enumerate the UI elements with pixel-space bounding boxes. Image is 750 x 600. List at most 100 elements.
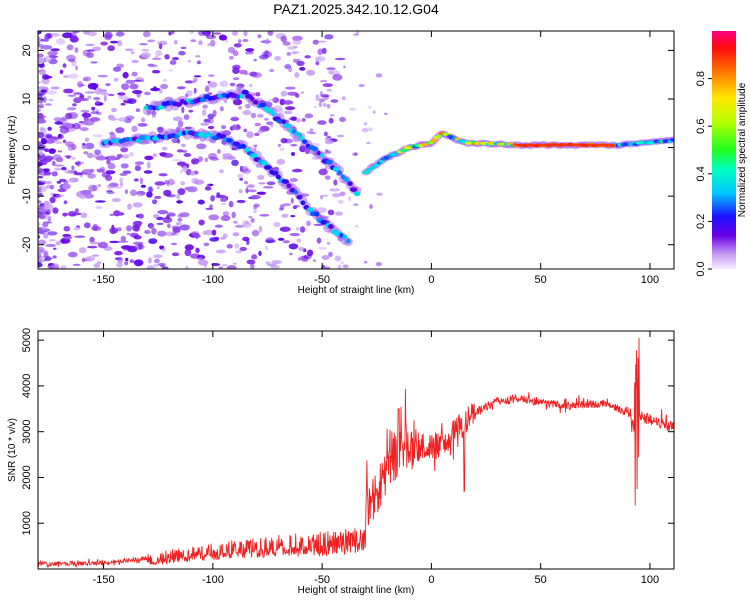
ridge-core: [286, 183, 292, 189]
noise-blob: [212, 109, 217, 117]
noise-blob: [74, 235, 86, 238]
noise-blob: [171, 232, 178, 236]
noise-blob: [184, 249, 192, 257]
noise-blob: [48, 148, 56, 154]
ridge-core: [250, 96, 255, 102]
noise-blob: [144, 91, 151, 96]
noise-blob: [75, 65, 79, 71]
noise-blob: [164, 96, 173, 101]
noise-blob: [337, 264, 342, 269]
noise-blob: [47, 51, 58, 56]
noise-blob: [50, 33, 60, 37]
noise-blob: [207, 74, 215, 77]
noise-blob: [87, 95, 92, 100]
noise-blob: [175, 222, 182, 226]
noise-blob: [105, 175, 113, 181]
noise-blob: [77, 81, 83, 88]
noise-blob: [52, 255, 57, 259]
noise-blob: [304, 113, 314, 119]
noise-blob: [176, 194, 180, 199]
noise-blob: [253, 205, 258, 211]
noise-blob: [109, 40, 119, 44]
noise-blob: [317, 120, 327, 125]
noise-blob: [297, 257, 301, 261]
noise-blob: [38, 108, 41, 112]
noise-blob: [146, 109, 151, 116]
noise-blob: [126, 232, 131, 236]
noise-blob: [177, 213, 183, 218]
noise-blob: [233, 115, 237, 119]
noise-blob: [251, 229, 260, 237]
noise-blob: [83, 169, 91, 173]
noise-blob: [312, 152, 318, 156]
noise-blob: [243, 72, 249, 76]
x-tick-label: -150: [93, 274, 115, 286]
noise-blob: [242, 38, 249, 43]
noise-blob: [56, 181, 62, 184]
noise-blob: [207, 118, 211, 123]
noise-blob: [162, 79, 167, 82]
noise-blob: [342, 264, 349, 269]
noise-blob: [107, 162, 116, 170]
ridge-core: [281, 119, 287, 125]
noise-blob: [132, 224, 140, 232]
noise-blob: [85, 43, 95, 47]
noise-blob: [87, 31, 97, 37]
noise-blob: [78, 247, 87, 254]
noise-blob: [38, 103, 45, 109]
noise-blob: [38, 115, 47, 119]
noise-blob: [309, 128, 314, 132]
noise-blob: [72, 122, 81, 130]
noise-blob: [137, 193, 142, 197]
noise-blob: [53, 247, 57, 250]
noise-blob: [51, 263, 60, 269]
noise-blob: [328, 117, 334, 124]
noise-blob: [177, 218, 183, 222]
noise-blob: [258, 182, 266, 185]
noise-blob: [72, 31, 80, 34]
noise-blob: [38, 208, 47, 213]
noise-blob: [287, 45, 297, 51]
spectrogram-frame: [37, 30, 675, 270]
noise-blob: [116, 262, 123, 268]
ridge-core: [320, 153, 325, 158]
noise-blob: [157, 126, 164, 133]
noise-blob: [146, 191, 153, 198]
noise-blob: [304, 147, 311, 155]
noise-blob: [294, 168, 301, 172]
noise-blob: [52, 160, 56, 166]
noise-blob: [122, 71, 129, 79]
noise-blob: [135, 108, 141, 112]
noise-blob: [155, 50, 163, 57]
noise-blob: [290, 144, 298, 147]
snr-series-line: [38, 337, 674, 569]
noise-blob: [158, 173, 168, 177]
noise-blob: [120, 235, 127, 242]
noise-blob: [203, 242, 210, 247]
y-tick-label: 2000: [21, 465, 33, 489]
ridge-core: [306, 207, 314, 213]
noise-blob: [148, 257, 152, 264]
noise-blob: [254, 122, 262, 127]
noise-blob: [134, 161, 145, 166]
noise-blob: [121, 154, 130, 159]
noise-blob: [319, 91, 323, 96]
noise-blob: [74, 47, 79, 53]
noise-blob: [289, 252, 293, 256]
ridge-core: [241, 89, 249, 95]
noise-blob: [172, 57, 179, 61]
noise-blob: [228, 55, 234, 60]
noise-blob: [231, 159, 239, 166]
noise-blob: [38, 227, 43, 230]
ridge-core: [239, 93, 244, 99]
noise-blob: [167, 223, 171, 229]
colorbar-tick-label: 0.8: [695, 71, 707, 86]
noise-blob: [133, 178, 139, 182]
noise-blob: [153, 86, 157, 90]
noise-blob: [39, 214, 46, 220]
noise-blob: [324, 150, 332, 154]
ridge-core: [344, 177, 350, 183]
noise-blob: [226, 265, 237, 269]
noise-blob: [201, 109, 207, 116]
